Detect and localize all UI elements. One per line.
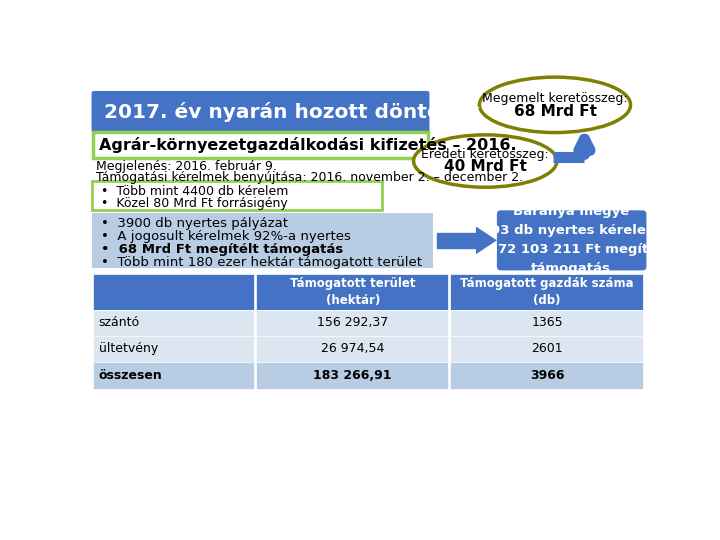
FancyBboxPatch shape: [497, 211, 647, 271]
Text: szántó: szántó: [99, 316, 140, 329]
Text: 2017. év nyarán hozott döntések: 2017. év nyarán hozott döntések: [104, 102, 480, 122]
FancyBboxPatch shape: [449, 336, 644, 363]
FancyBboxPatch shape: [449, 274, 644, 310]
Text: 26 974,54: 26 974,54: [321, 342, 384, 355]
Text: összesen: összesen: [99, 369, 162, 382]
FancyBboxPatch shape: [92, 181, 382, 211]
Text: 40 Mrd Ft: 40 Mrd Ft: [444, 159, 527, 174]
Ellipse shape: [413, 135, 557, 187]
Polygon shape: [476, 226, 497, 254]
Text: Támogatott gazdák száma
(db): Támogatott gazdák száma (db): [460, 277, 634, 307]
FancyBboxPatch shape: [93, 309, 254, 336]
Text: •  Több mint 4400 db kérelem: • Több mint 4400 db kérelem: [101, 185, 288, 198]
Text: 156 292,37: 156 292,37: [317, 316, 388, 329]
FancyBboxPatch shape: [92, 213, 433, 268]
Text: 1365: 1365: [531, 316, 563, 329]
FancyBboxPatch shape: [91, 91, 429, 132]
Text: 3966: 3966: [530, 369, 564, 382]
Text: •  68 Mrd Ft megítélt támogatás: • 68 Mrd Ft megítélt támogatás: [101, 243, 343, 256]
Text: •  A jogosult kérelmek 92%-a nyertes: • A jogosult kérelmek 92%-a nyertes: [101, 230, 351, 243]
Text: Eredeti keretösszeg:: Eredeti keretösszeg:: [421, 147, 549, 160]
Text: Megemelt keretösszeg:: Megemelt keretösszeg:: [482, 92, 628, 105]
FancyBboxPatch shape: [93, 274, 254, 310]
Text: Baranya megye
293 db nyertes kérelem
9 872 103 211 Ft megítélt
támogatás: Baranya megye 293 db nyertes kérelem 9 8…: [474, 205, 668, 275]
FancyBboxPatch shape: [449, 362, 644, 389]
FancyBboxPatch shape: [256, 274, 448, 310]
Text: •  3900 db nyertes pályázat: • 3900 db nyertes pályázat: [101, 217, 288, 230]
Text: 183 266,91: 183 266,91: [313, 369, 392, 382]
Text: Támogatási kérelmek benyújtása: 2016. november 2. – december 2.: Támogatási kérelmek benyújtása: 2016. no…: [96, 172, 523, 185]
Text: ültetvény: ültetvény: [99, 342, 158, 355]
Text: 2601: 2601: [531, 342, 563, 355]
FancyBboxPatch shape: [93, 132, 428, 158]
FancyBboxPatch shape: [449, 309, 644, 336]
FancyBboxPatch shape: [256, 336, 448, 363]
Text: Támogatott terület
(hektár): Támogatott terület (hektár): [290, 277, 415, 307]
Ellipse shape: [480, 77, 631, 132]
Text: Agrár-környezetgazdálkodási kifizetés – 2016.: Agrár-környezetgazdálkodási kifizetés – …: [99, 137, 517, 153]
Text: •  Közel 80 Mrd Ft forrásigény: • Közel 80 Mrd Ft forrásigény: [101, 197, 287, 210]
Text: Megjelenés: 2016. február 9.: Megjelenés: 2016. február 9.: [96, 160, 277, 173]
FancyBboxPatch shape: [93, 336, 254, 363]
Text: 68 Mrd Ft: 68 Mrd Ft: [513, 104, 596, 119]
FancyBboxPatch shape: [93, 362, 254, 389]
FancyBboxPatch shape: [256, 309, 448, 336]
Text: •  Több mint 180 ezer hektár támogatott terület: • Több mint 180 ezer hektár támogatott t…: [101, 256, 422, 269]
FancyBboxPatch shape: [256, 362, 448, 389]
